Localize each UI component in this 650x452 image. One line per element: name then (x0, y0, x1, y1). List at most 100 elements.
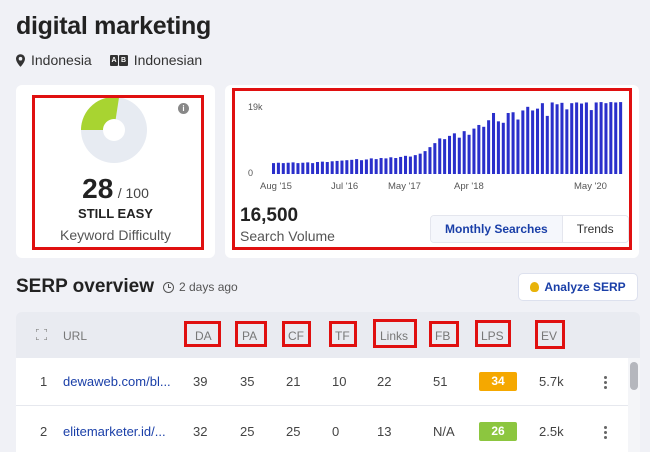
chart-bar[interactable] (335, 160, 339, 174)
chart-bar[interactable] (404, 155, 408, 174)
row-pa: 25 (240, 424, 255, 439)
chart-bar[interactable] (433, 143, 437, 174)
row-tf: 0 (332, 424, 340, 439)
chart-bar[interactable] (272, 163, 276, 174)
column-links[interactable]: Links (380, 329, 409, 343)
chart-bar[interactable] (496, 121, 500, 174)
chart-bar[interactable] (389, 157, 393, 174)
scrollbar-thumb[interactable] (630, 362, 638, 390)
chart-bar[interactable] (536, 108, 540, 174)
chart-bar[interactable] (511, 112, 515, 174)
column-da[interactable]: DA (195, 329, 212, 343)
expand-icon[interactable] (36, 329, 47, 340)
chart-bar[interactable] (467, 134, 471, 174)
chart-bar[interactable] (369, 158, 373, 174)
chart-bar[interactable] (531, 110, 535, 174)
chart-bar[interactable] (448, 135, 452, 174)
chart-bar[interactable] (286, 162, 290, 174)
column-pa[interactable]: PA (242, 329, 258, 343)
chart-bar[interactable] (594, 102, 598, 174)
chart-bar[interactable] (384, 158, 388, 174)
chart-bar[interactable] (482, 126, 486, 174)
chart-bar[interactable] (487, 120, 491, 174)
chart-bar[interactable] (345, 160, 349, 174)
chart-bar[interactable] (477, 124, 481, 174)
chart-bar[interactable] (589, 110, 593, 174)
column-tf[interactable]: TF (335, 329, 350, 343)
chart-bar[interactable] (316, 162, 320, 174)
chart-bar[interactable] (540, 103, 544, 174)
chart-bar[interactable] (330, 161, 334, 174)
row-url[interactable]: dewaweb.com/bl... (63, 374, 171, 389)
chart-bar[interactable] (526, 106, 530, 174)
chart-bar[interactable] (374, 159, 378, 174)
chart-bar[interactable] (350, 159, 354, 174)
chart-bar[interactable] (614, 102, 618, 174)
info-icon[interactable]: i (178, 103, 189, 114)
row-url[interactable]: elitemarketer.id/... (63, 424, 166, 439)
tab-monthly-searches[interactable]: Monthly Searches (431, 216, 562, 242)
chart-bar[interactable] (399, 156, 403, 174)
chart-bar[interactable] (550, 102, 554, 174)
chart-bar[interactable] (291, 162, 295, 174)
chart-bar[interactable] (276, 162, 280, 174)
chart-bar[interactable] (301, 162, 305, 174)
more-options-icon[interactable] (604, 426, 607, 439)
table-row[interactable]: 2 elitemarketer.id/... 32 25 25 0 13 N/A… (16, 406, 628, 452)
chart-bar[interactable] (452, 133, 456, 174)
chart-bar[interactable] (296, 163, 300, 174)
column-lps[interactable]: LPS (481, 329, 504, 343)
column-fb[interactable]: FB (435, 329, 451, 343)
difficulty-gauge (81, 97, 147, 163)
more-options-icon[interactable] (604, 376, 607, 389)
chart-bar[interactable] (306, 162, 310, 174)
tab-trends[interactable]: Trends (561, 216, 628, 242)
chart-bar[interactable] (325, 162, 329, 174)
chart-bar[interactable] (516, 119, 520, 174)
chart-bar[interactable] (408, 156, 412, 174)
serp-overview-title: SERP overview (16, 276, 155, 297)
chart-bar[interactable] (457, 137, 461, 174)
column-cf[interactable]: CF (288, 329, 304, 343)
chart-bar[interactable] (521, 110, 525, 174)
chart-bar[interactable] (619, 102, 623, 174)
chart-bar[interactable] (355, 159, 359, 174)
analyze-serp-button[interactable]: Analyze SERP (518, 273, 638, 301)
chart-bar[interactable] (394, 158, 398, 174)
chart-bar[interactable] (438, 138, 442, 174)
chart-bar[interactable] (575, 102, 579, 174)
chart-bar[interactable] (418, 153, 422, 174)
chart-bar[interactable] (364, 159, 368, 174)
chart-bar[interactable] (379, 158, 383, 174)
chart-bar[interactable] (604, 103, 608, 174)
chart-bar[interactable] (423, 151, 427, 174)
chart-bar[interactable] (428, 147, 432, 174)
chart-bar[interactable] (320, 161, 324, 174)
chart-bar[interactable] (580, 103, 584, 174)
chart-bar[interactable] (565, 109, 569, 174)
chart-bar[interactable] (555, 104, 559, 174)
chart-bar[interactable] (545, 115, 549, 174)
chart-bar[interactable] (599, 102, 603, 174)
highlight-box (282, 321, 311, 347)
chart-bar[interactable] (609, 102, 613, 174)
chart-bar[interactable] (560, 102, 564, 174)
chart-bar[interactable] (360, 160, 364, 174)
chart-bar[interactable] (584, 102, 588, 174)
chart-bar[interactable] (340, 160, 344, 174)
chart-bar[interactable] (281, 163, 285, 174)
chart-bar[interactable] (472, 128, 476, 174)
table-row[interactable]: 1 dewaweb.com/bl... 39 35 21 10 22 51 34… (16, 358, 628, 406)
chart-bar[interactable] (462, 131, 466, 174)
chart-bar[interactable] (492, 112, 496, 174)
chart-bar[interactable] (311, 163, 315, 174)
chart-bar[interactable] (413, 155, 417, 174)
chart-bar[interactable] (443, 139, 447, 174)
chart-bar[interactable] (501, 122, 505, 174)
language-label: Indonesian (133, 52, 203, 68)
column-url[interactable]: URL (63, 329, 88, 343)
chart-bar[interactable] (506, 112, 510, 174)
highlight-box (235, 321, 267, 347)
chart-bar[interactable] (570, 103, 574, 174)
column-ev[interactable]: EV (541, 329, 558, 343)
